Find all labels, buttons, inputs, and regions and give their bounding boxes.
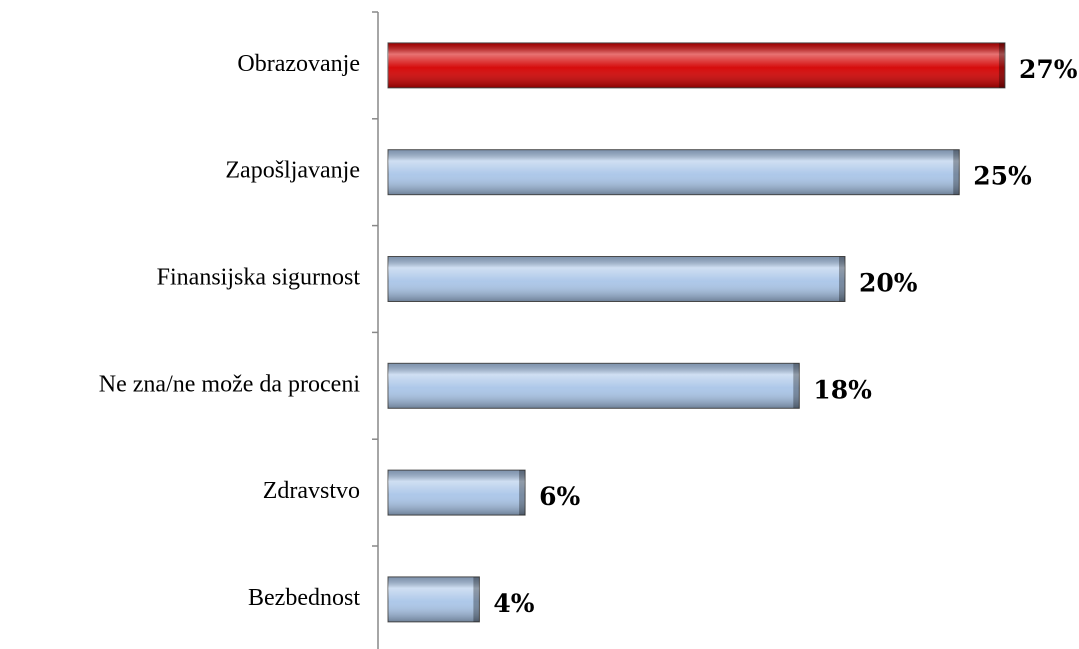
bar-edge <box>473 576 480 622</box>
category-label: Zdravstvo <box>263 478 360 504</box>
bar-edge <box>793 363 800 409</box>
value-label: 6% <box>539 482 580 511</box>
value-label: 27% <box>1019 55 1078 84</box>
bar-edge <box>998 42 1005 88</box>
bar-shine <box>388 149 960 195</box>
bar-shine <box>388 42 1005 88</box>
value-label: 18% <box>813 375 872 404</box>
category-label: Finansijska sigurnost <box>157 265 361 291</box>
bar-shine <box>388 470 526 516</box>
bar-edge <box>953 149 960 195</box>
bar-shine <box>388 256 845 302</box>
value-label: 25% <box>973 162 1032 191</box>
category-label: Zapošljavanje <box>225 158 360 184</box>
category-label: Obrazovanje <box>237 51 360 77</box>
value-label: 4% <box>493 589 534 618</box>
category-label: Ne zna/ne može da proceni <box>99 371 361 397</box>
bar-edge <box>519 470 526 516</box>
category-label: Bezbednost <box>248 585 360 611</box>
bar-edge <box>839 256 845 302</box>
bar-shine <box>388 576 480 622</box>
value-label: 20% <box>859 269 918 298</box>
bar-shine <box>388 363 800 409</box>
